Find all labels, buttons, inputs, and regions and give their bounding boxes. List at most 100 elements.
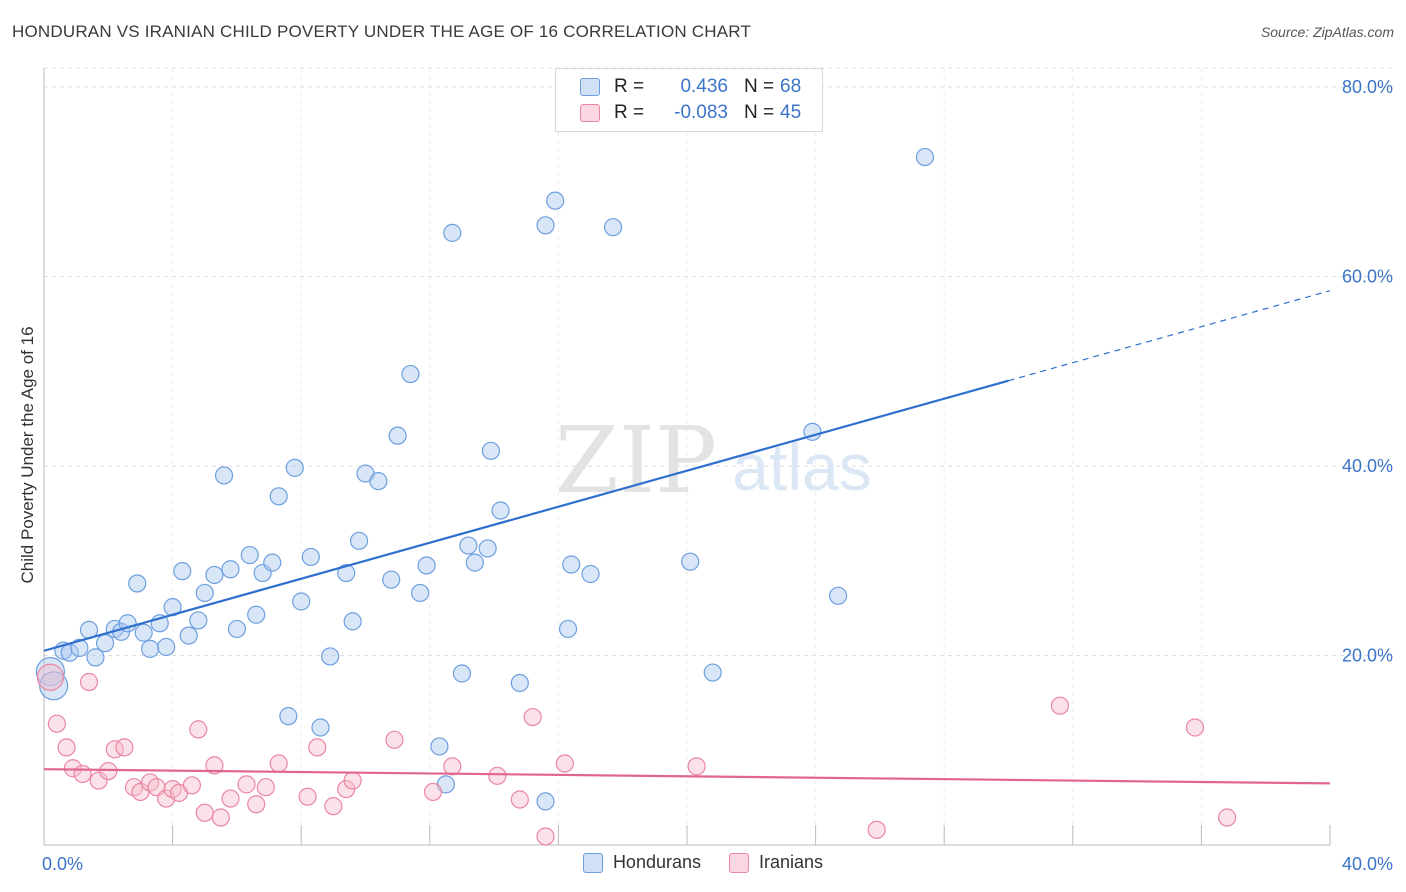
n-value: 68 [780,76,802,97]
honduran-point [703,663,722,682]
iranian-point [536,827,555,846]
x-tick-label: 40.0% [1342,854,1393,874]
y-tick-label: 60.0% [1342,266,1393,286]
iranian-point [687,757,706,776]
honduran-point [536,792,555,811]
r-label: R = [614,102,645,123]
iranian-point [488,766,507,785]
honduran-point [86,648,105,667]
honduran-point [478,539,497,558]
honduran-point [285,458,304,477]
series-legend: Hondurans Iranians [0,852,1406,873]
legend-item-hondurans[interactable]: Hondurans [582,852,701,873]
honduran-point [263,553,282,572]
honduran-point [292,592,311,611]
iranian-point [867,820,886,839]
honduran-point [459,536,478,555]
iranian-point [36,663,65,691]
iranian-point [385,730,404,749]
honduran-point [388,426,407,445]
honduran-trend-extension [1008,290,1331,382]
honduran-point [491,501,510,520]
n-label: N = [744,102,775,123]
iranian-point [182,776,201,795]
honduran-point [301,547,320,567]
honduran-trend-line [43,379,1009,652]
legend-row-iranians: R = -0.083 N = 45 [580,101,801,125]
iranian-point [99,761,118,781]
r-label: R = [614,76,645,97]
iranian-point [1185,718,1205,737]
honduran-point [481,441,500,460]
honduran-point [70,638,89,658]
honduran-point [465,553,484,572]
honduran-point [240,545,259,565]
honduran-point [681,552,700,571]
iranian-trend-line [43,768,1331,785]
y-axis-label: Child Poverty Under the Age of 16 [18,326,37,584]
stats-legend: R = 0.436 N = 68 R = -0.083 N = 45 [555,68,823,132]
legend-label-hondurans: Hondurans [612,852,701,872]
iranian-point [308,738,327,757]
honduran-point [915,147,935,167]
honduran-point [195,583,214,603]
chart-title: HONDURAN VS IRANIAN CHILD POVERTY UNDER … [12,22,752,41]
honduran-point [581,564,600,584]
honduran-point [382,570,401,589]
honduran-point [443,223,462,242]
honduran-point [189,611,208,630]
iranian-point [343,771,362,790]
honduran-point [510,673,529,693]
watermark-zip: ZIP [555,407,717,514]
honduran-point [269,487,288,506]
iranian-point [79,672,99,692]
honduran-point [536,216,555,235]
iranian-point [1050,696,1070,715]
iranian-point [47,714,66,733]
honduran-point [279,707,298,726]
honduran-point [321,647,340,666]
honduran-point [411,583,430,603]
watermark-atlas: atlas [732,430,871,504]
iranian-point [269,754,288,773]
honduran-point [128,574,147,593]
y-tick-label: 20.0% [1342,645,1393,665]
iranian-point [211,808,230,827]
y-tick-label: 40.0% [1342,456,1393,476]
iranian-point [195,803,214,822]
iranian-point [324,797,343,816]
iranian-point [523,707,542,727]
honduran-point [546,191,565,210]
honduran-point [452,664,472,683]
iranian-point [298,787,317,806]
iranian-point [423,782,443,802]
honduran-point [214,466,234,485]
honduran-point [430,737,449,756]
legend-item-iranians[interactable]: Iranians [729,852,823,873]
iranian-point [115,738,134,757]
honduran-point [179,626,198,645]
honduran-point [349,531,369,550]
iranian-point [63,759,83,778]
iranian-point [89,771,108,790]
honduran-point [558,619,578,639]
iranian-point [1218,808,1237,827]
honduran-point [173,562,192,581]
honduran-point [157,637,176,657]
honduran-point [829,586,848,605]
iranian-point [189,720,208,739]
honduran-point [401,364,420,384]
honduran-point [417,556,436,575]
honduran-point [562,555,581,574]
honduran-point [343,612,362,631]
x-tick-label: 0.0% [42,854,83,874]
honduran-point [247,605,266,624]
iranian-point [221,789,240,808]
honduran-point [134,623,153,642]
source-label: Source: ZipAtlas.com [1260,24,1394,40]
iranians-swatch [580,104,600,122]
iranian-point [57,738,76,757]
honduran-point [39,671,69,701]
iranian-point [237,775,256,794]
